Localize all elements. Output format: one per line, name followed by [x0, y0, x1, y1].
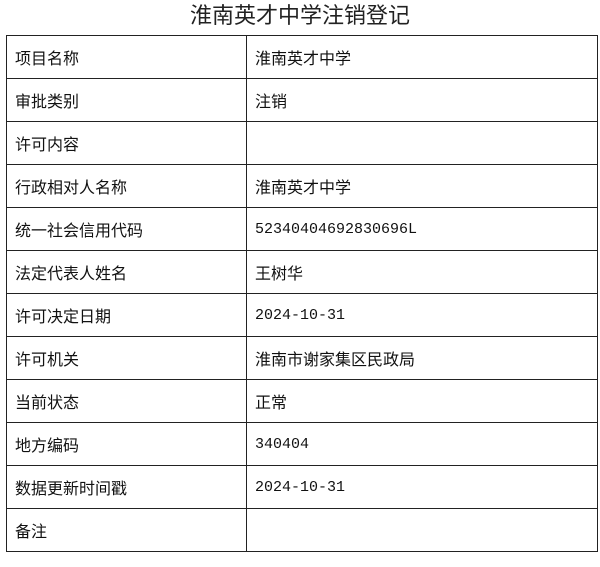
field-label: 当前状态: [6, 379, 247, 423]
field-value: 淮南英才中学: [246, 35, 598, 79]
field-label: 法定代表人姓名: [6, 250, 247, 294]
table-row: 当前状态 正常: [6, 379, 598, 423]
field-value: 340404: [246, 422, 598, 466]
registration-table: 项目名称 淮南英才中学 审批类别 注销 许可内容 行政相对人名称 淮南英才中学 统一社会信用代…: [6, 35, 598, 552]
field-label: 许可决定日期: [6, 293, 247, 337]
table-row: 统一社会信用代码 52340404692830696L: [6, 207, 598, 251]
field-label: 许可机关: [6, 336, 247, 380]
table-row: 地方编码 340404: [6, 422, 598, 466]
table-row: 行政相对人名称 淮南英才中学: [6, 164, 598, 208]
table-row: 许可机关 淮南市谢家集区民政局: [6, 336, 598, 380]
table-row: 许可内容: [6, 121, 598, 165]
table-row: 备注: [6, 508, 598, 552]
field-label: 审批类别: [6, 78, 247, 122]
field-label: 统一社会信用代码: [6, 207, 247, 251]
field-value: [246, 121, 598, 165]
field-value: 淮南英才中学: [246, 164, 598, 208]
field-label: 许可内容: [6, 121, 247, 165]
field-value: 52340404692830696L: [246, 207, 598, 251]
field-label: 项目名称: [6, 35, 247, 79]
field-label: 备注: [6, 508, 247, 552]
table-row: 法定代表人姓名 王树华: [6, 250, 598, 294]
field-value: [246, 508, 598, 552]
field-value: 注销: [246, 78, 598, 122]
table-row: 数据更新时间戳 2024-10-31: [6, 465, 598, 509]
field-value: 王树华: [246, 250, 598, 294]
field-label: 数据更新时间戳: [6, 465, 247, 509]
table-row: 审批类别 注销: [6, 78, 598, 122]
field-label: 行政相对人名称: [6, 164, 247, 208]
field-value: 2024-10-31: [246, 465, 598, 509]
field-value: 淮南市谢家集区民政局: [246, 336, 598, 380]
page-title: 淮南英才中学注销登记: [189, 4, 410, 29]
table-row: 项目名称 淮南英才中学: [6, 35, 598, 79]
table-row: 许可决定日期 2024-10-31: [6, 293, 598, 337]
field-label: 地方编码: [6, 422, 247, 466]
field-value: 正常: [246, 379, 598, 423]
field-value: 2024-10-31: [246, 293, 598, 337]
